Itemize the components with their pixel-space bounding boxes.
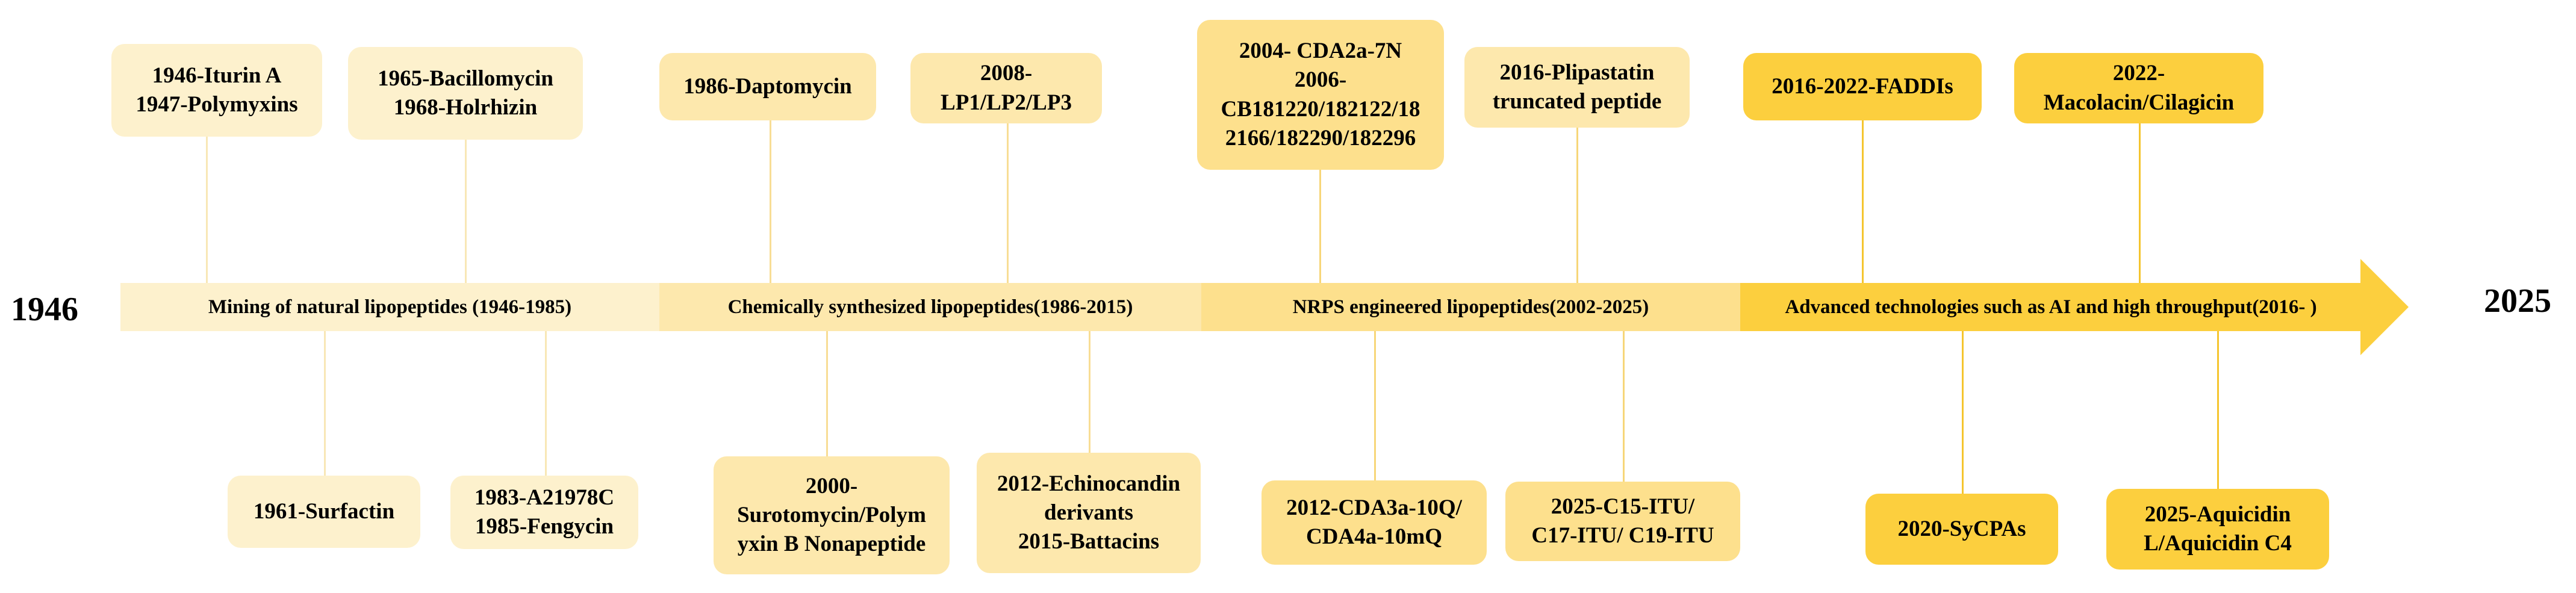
event-aquicidin: 2025-Aquicidin L/Aquicidin C4 [2106,489,2329,570]
event-sycpas: 2020-SyCPAs [1865,494,2058,565]
connector-line [826,331,828,456]
event-line: LP1/LP2/LP3 [941,90,1072,115]
event-line: 1965-Bacillomycin [378,66,553,91]
event-line: 2004- CDA2a-7N [1239,39,1402,64]
era-nrps-engineering: NRPS engineered lipopeptides(2002-2025) [1201,283,1740,331]
event-cda3a-cda4a: 2012-CDA3a-10Q/ CDA4a-10mQ [1262,480,1487,565]
event-line: yxin B Nonapeptide [737,532,926,557]
event-line: 2006- [1294,67,1347,93]
event-line: 2012-CDA3a-10Q/ [1286,495,1462,520]
arrow-head [2360,259,2409,355]
event-line: 1947-Polymyxins [135,92,298,117]
era-label: Chemically synthesized lipopeptides(1986… [727,296,1133,318]
event-surfactin: 1961-Surfactin [228,476,420,548]
event-lp1-lp2-lp3: 2008- LP1/LP2/LP3 [910,53,1102,123]
era-label: Advanced technologies such as AI and hig… [1785,296,2317,318]
event-line: CB181220/182122/18 [1221,96,1420,122]
end-year: 2025 [2484,282,2551,320]
event-line: 2015-Battacins [1018,529,1160,554]
era-natural-mining: Mining of natural lipopeptides (1946-198… [120,283,659,331]
connector-line [545,331,547,476]
connector-line [1374,331,1376,480]
event-iturin-polymyxins: 1946-Iturin A 1947-Polymyxins [111,44,322,137]
connector-line [206,137,208,283]
era-advanced-technologies: Advanced technologies such as AI and hig… [1740,283,2362,331]
connector-line [1089,331,1090,453]
connector-line [2139,123,2141,283]
event-line: CDA4a-10mQ [1305,524,1443,549]
event-line: 1946-Iturin A [152,63,282,88]
event-line: 2022- [2112,61,2165,86]
era-label: NRPS engineered lipopeptides(2002-2025) [1292,296,1649,318]
event-line: 2025-C15-ITU/ [1551,494,1695,519]
era-label: Mining of natural lipopeptides (1946-198… [208,296,572,318]
connector-line [2217,331,2219,489]
event-macolacin-cilagicin: 2022- Macolacin/Cilagicin [2014,53,2263,123]
connector-line [1319,170,1321,283]
event-line: 2020-SyCPAs [1897,516,2026,541]
event-line: 1961-Surfactin [253,498,395,524]
event-a21978c-fengycin: 1983-A21978C 1985-Fengycin [450,476,638,549]
event-line: 2000- [805,473,858,498]
event-plipastatin-truncated-peptide: 2016-Plipastatin truncated peptide [1464,47,1690,128]
connector-line [465,140,467,283]
event-line: 1986-Daptomycin [683,73,852,99]
event-line: 2016-Plipastatin [1499,60,1655,85]
event-line: 1985-Fengycin [474,514,614,539]
event-line: derivants [1044,500,1133,525]
connector-line [1623,331,1625,482]
event-bacillomycin-holrhizin: 1965-Bacillomycin 1968-Holrhizin [348,47,583,140]
event-c15-c17-c19-itu: 2025-C15-ITU/ C17-ITU/ C19-ITU [1505,482,1740,561]
event-line: 2012-Echinocandin [997,471,1181,496]
connector-line [1576,128,1578,283]
event-line: 2166/182290/182296 [1225,125,1416,151]
event-line: Surotomycin/Polym [737,502,926,527]
event-line: truncated peptide [1492,89,1662,114]
event-line: 2016-2022-FADDIs [1772,73,1953,99]
event-line: C17-ITU/ C19-ITU [1531,523,1714,548]
event-line: 2008- [980,61,1033,86]
event-echinocandin-battacins: 2012-Echinocandin derivants 2015-Battaci… [977,453,1201,573]
connector-line [324,331,326,476]
event-line: Macolacin/Cilagicin [2043,90,2235,115]
event-line: L/Aquicidin C4 [2144,531,2292,556]
connector-line [1862,120,1864,283]
connector-line [1962,331,1964,494]
event-cda2a-cb181220: 2004- CDA2a-7N 2006- CB181220/182122/18 … [1197,20,1444,170]
event-faddis: 2016-2022-FADDIs [1743,53,1982,120]
start-year: 1946 [11,291,78,328]
event-line: 1968-Holrhizin [393,95,538,120]
event-line: 1983-A21978C [474,485,615,510]
connector-line [1007,123,1009,283]
event-line: 2025-Aquicidin [2144,501,2291,527]
connector-line [770,120,771,283]
era-chemical-synthesis: Chemically synthesized lipopeptides(1986… [659,283,1201,331]
event-surotomycin-polymyxin-b-nonapeptide: 2000- Surotomycin/Polym yxin B Nonapepti… [714,456,950,574]
event-daptomycin: 1986-Daptomycin [659,53,876,120]
